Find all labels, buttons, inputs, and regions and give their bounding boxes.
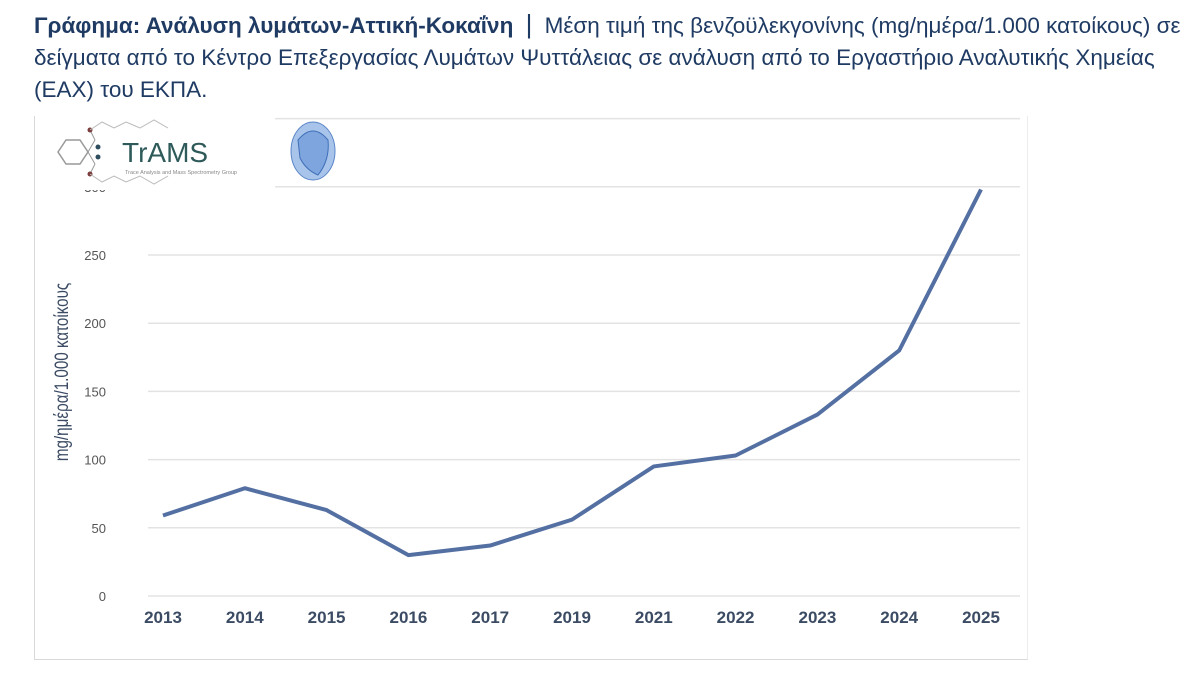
trams-logo: TrAMS Trace Analysis and Mass Spectromet… (50, 112, 275, 190)
y-tick-label: 0 (99, 589, 106, 604)
x-tick-label: 2019 (553, 608, 591, 627)
x-tick-label: 2023 (798, 608, 836, 627)
y-tick-label: 50 (92, 521, 106, 536)
x-tick-label: 2024 (880, 608, 918, 627)
y-axis-label: mg/ημέρα/1.000 κατοίκους (50, 283, 72, 461)
x-tick-label: 2013 (144, 608, 182, 627)
chart-title: Γράφημα: Ανάλυση λυμάτων-Αττική-Κοκαΐνη … (34, 8, 1184, 106)
title-separator: | (525, 9, 533, 39)
university-seal-icon (288, 120, 338, 182)
y-tick-label: 250 (84, 248, 106, 263)
molecule-icon: TrAMS Trace Analysis and Mass Spectromet… (57, 119, 237, 185)
y-tick-label: 150 (84, 384, 106, 399)
title-bold: Γράφημα: Ανάλυση λυμάτων-Αττική-Κοκαΐνη (34, 13, 514, 38)
title-text: Μέση τιμή της βενζοϋλεκγονίνης (mg/ημέρα… (34, 13, 1181, 102)
x-tick-label: 2014 (226, 608, 264, 627)
x-tick-label: 2016 (389, 608, 427, 627)
x-tick-label: 2015 (308, 608, 346, 627)
series-line (162, 188, 983, 558)
y-tick-label: 200 (84, 316, 106, 331)
logo-name: TrAMS (122, 137, 208, 168)
y-tick-label: 100 (84, 453, 106, 468)
chart-frame (34, 116, 1028, 660)
logo-subtitle: Trace Analysis and Mass Spectrometry Gro… (125, 170, 237, 176)
x-tick-label: 2025 (962, 608, 1000, 627)
x-tick-label: 2017 (471, 608, 509, 627)
x-tick-label: 2021 (635, 608, 673, 627)
x-tick-label: 2022 (717, 608, 755, 627)
